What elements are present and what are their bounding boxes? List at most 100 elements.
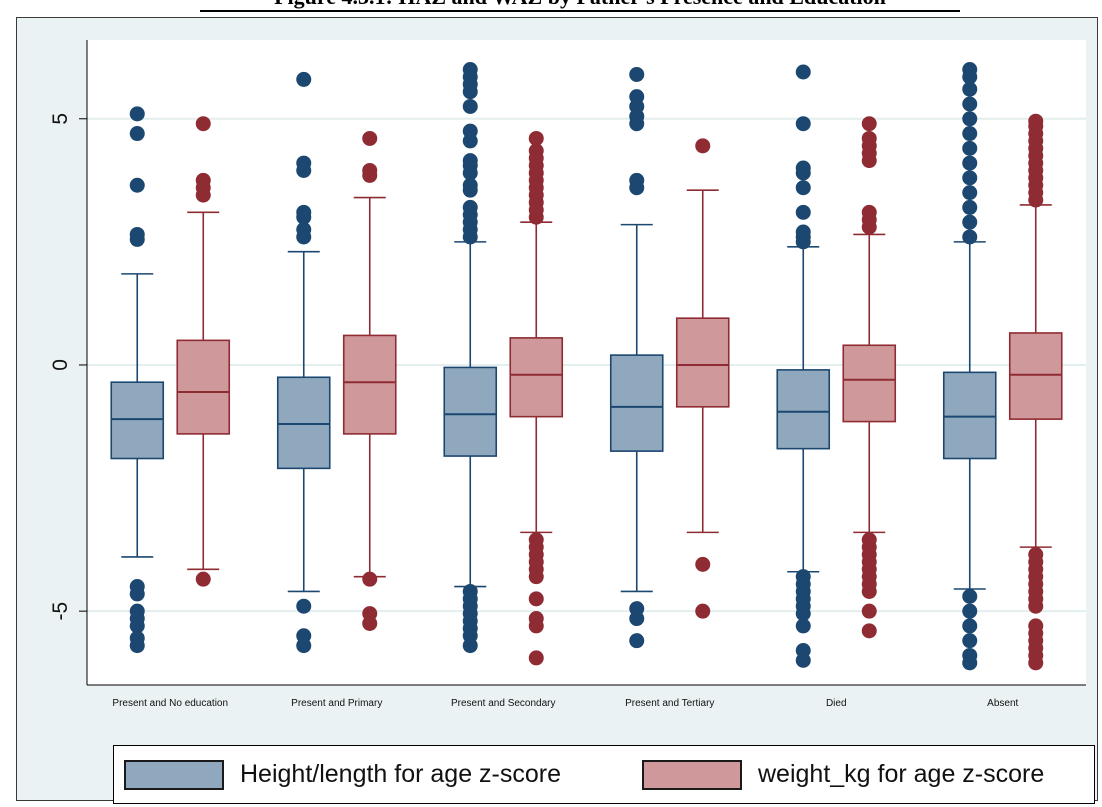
- outlier-s0-g2-9: [462, 153, 478, 169]
- x-tick-label-4: Died: [826, 698, 847, 709]
- box-s1-g3: [675, 317, 730, 408]
- outlier-s0-g5-4: [962, 170, 978, 186]
- chart-frame: -5 0 5 Present and No education Present and …: [16, 17, 1098, 804]
- x-tick-label-0: Present and No education: [112, 698, 228, 709]
- outlier-s1-g4-7: [861, 116, 877, 132]
- outlier-s1-g2-9: [528, 143, 544, 159]
- x-tick-label-2: Present and Secondary: [451, 698, 556, 709]
- outlier-s1-g3-1: [695, 556, 711, 572]
- figure-title-strip: Figure 4.3.1: HAZ and WAZ by Father's Pr…: [200, 0, 960, 12]
- box-s0-g3: [609, 354, 664, 452]
- outlier-s1-g5-19: [1028, 598, 1044, 614]
- legend-label-waz: weight_kg for age z-score: [758, 760, 1045, 788]
- outlier-s0-g0-3: [129, 126, 145, 142]
- outlier-s0-g5-7: [962, 126, 978, 142]
- y-tick-label-1: 0: [49, 359, 72, 371]
- outlier-s0-g4-17: [795, 652, 811, 668]
- outlier-s0-g4-2: [795, 224, 811, 240]
- outlier-s0-g2-6: [462, 177, 478, 193]
- box-s0-g4: [776, 369, 831, 450]
- outlier-s1-g0-2: [195, 172, 211, 188]
- outlier-s0-g4-7: [795, 116, 811, 132]
- outlier-s0-g1-6: [296, 71, 312, 87]
- outlier-s0-g5-3: [962, 185, 978, 201]
- outlier-s1-g2-10: [528, 130, 544, 146]
- x-tick-label-5: Absent: [987, 698, 1018, 709]
- outlier-s0-g0-9: [129, 618, 145, 634]
- outlier-s1-g1-3: [362, 571, 378, 587]
- outlier-s1-g4-2: [861, 204, 877, 220]
- outlier-s1-g5-11: [1028, 113, 1044, 129]
- outlier-s0-g3-6: [629, 66, 645, 82]
- outlier-s1-g4-6: [861, 130, 877, 146]
- outlier-s0-g5-15: [962, 618, 978, 634]
- outlier-s0-g4-15: [795, 618, 811, 634]
- outlier-s0-g5-5: [962, 155, 978, 171]
- outlier-s0-g2-4: [462, 199, 478, 215]
- chart-legend: Height/length for age z-score weight_kg …: [113, 745, 1095, 804]
- box-s0-g5: [942, 371, 997, 460]
- outlier-s1-g3-0: [695, 138, 711, 154]
- outlier-s0-g1-1: [296, 222, 312, 238]
- outlier-s0-g1-9: [296, 638, 312, 654]
- x-tick-label-3: Present and Tertiary: [625, 698, 714, 709]
- box-s1-g5: [1008, 332, 1063, 420]
- outlier-s0-g5-16: [962, 633, 978, 649]
- outlier-s0-g5-12: [962, 62, 978, 78]
- box-s1-g0: [176, 339, 231, 435]
- outlier-s0-g3-8: [629, 611, 645, 627]
- outlier-s0-g2-12: [462, 98, 478, 114]
- legend-item-haz: Height/length for age z-score: [124, 746, 561, 803]
- outlier-s0-g2-11: [462, 123, 478, 139]
- outlier-s0-g0-2: [129, 177, 145, 193]
- outlier-s0-g4-14: [795, 606, 811, 622]
- outlier-s1-g1-2: [362, 130, 378, 146]
- outlier-s0-g3-5: [629, 89, 645, 105]
- outlier-s0-g5-10: [962, 81, 978, 97]
- box-s0-g2: [443, 366, 498, 457]
- outlier-s0-g5-13: [962, 588, 978, 604]
- outlier-s0-g3-1: [629, 172, 645, 188]
- outlier-s0-g4-6: [795, 160, 811, 176]
- outlier-s1-g0-4: [195, 571, 211, 587]
- x-tick-label-1: Present and Primary: [291, 698, 382, 709]
- outlier-s0-g0-4: [129, 106, 145, 122]
- box-s1-g2: [509, 337, 564, 418]
- outlier-s0-g5-8: [962, 111, 978, 127]
- outlier-s1-g2-20: [528, 650, 544, 666]
- outlier-s0-g1-7: [296, 598, 312, 614]
- outlier-s1-g1-1: [362, 162, 378, 178]
- outlier-s0-g0-11: [129, 638, 145, 654]
- outlier-s1-g1-5: [362, 615, 378, 631]
- outlier-s0-g5-18: [962, 655, 978, 671]
- outlier-s0-g5-9: [962, 96, 978, 112]
- outlier-s0-g1-5: [296, 155, 312, 171]
- outlier-s1-g5-25: [1028, 655, 1044, 671]
- outlier-s0-g5-0: [962, 229, 978, 245]
- outlier-s1-g0-3: [195, 116, 211, 132]
- outlier-s0-g5-1: [962, 214, 978, 230]
- outlier-s0-g5-14: [962, 603, 978, 619]
- figure-title: Figure 4.3.1: HAZ and WAZ by Father's Pr…: [200, 0, 960, 8]
- outlier-s0-g4-4: [795, 180, 811, 196]
- outlier-s1-g4-17: [861, 623, 877, 639]
- outlier-s1-g3-2: [695, 603, 711, 619]
- y-tick-label-0: -5: [49, 602, 72, 621]
- box-s0-g1: [276, 376, 331, 470]
- outlier-s0-g2-24: [462, 638, 478, 654]
- outlier-s0-g5-6: [962, 140, 978, 156]
- outlier-s0-g5-2: [962, 199, 978, 215]
- outlier-s0-g1-3: [296, 204, 312, 220]
- plot-area: [87, 40, 1086, 685]
- outlier-s1-g2-16: [528, 569, 544, 585]
- outlier-s0-g4-3: [795, 204, 811, 220]
- y-tick-label-2: 5: [49, 113, 72, 125]
- outlier-s1-g2-19: [528, 618, 544, 634]
- outlier-s1-g4-16: [861, 603, 877, 619]
- outlier-s0-g3-9: [629, 633, 645, 649]
- outlier-s0-g0-6: [129, 586, 145, 602]
- outlier-s0-g2-16: [462, 62, 478, 78]
- box-plot-chart: -5 0 5 Present and No education Present and …: [49, 40, 1086, 709]
- legend-swatch-haz: [124, 759, 224, 790]
- box-s1-g4: [842, 344, 897, 423]
